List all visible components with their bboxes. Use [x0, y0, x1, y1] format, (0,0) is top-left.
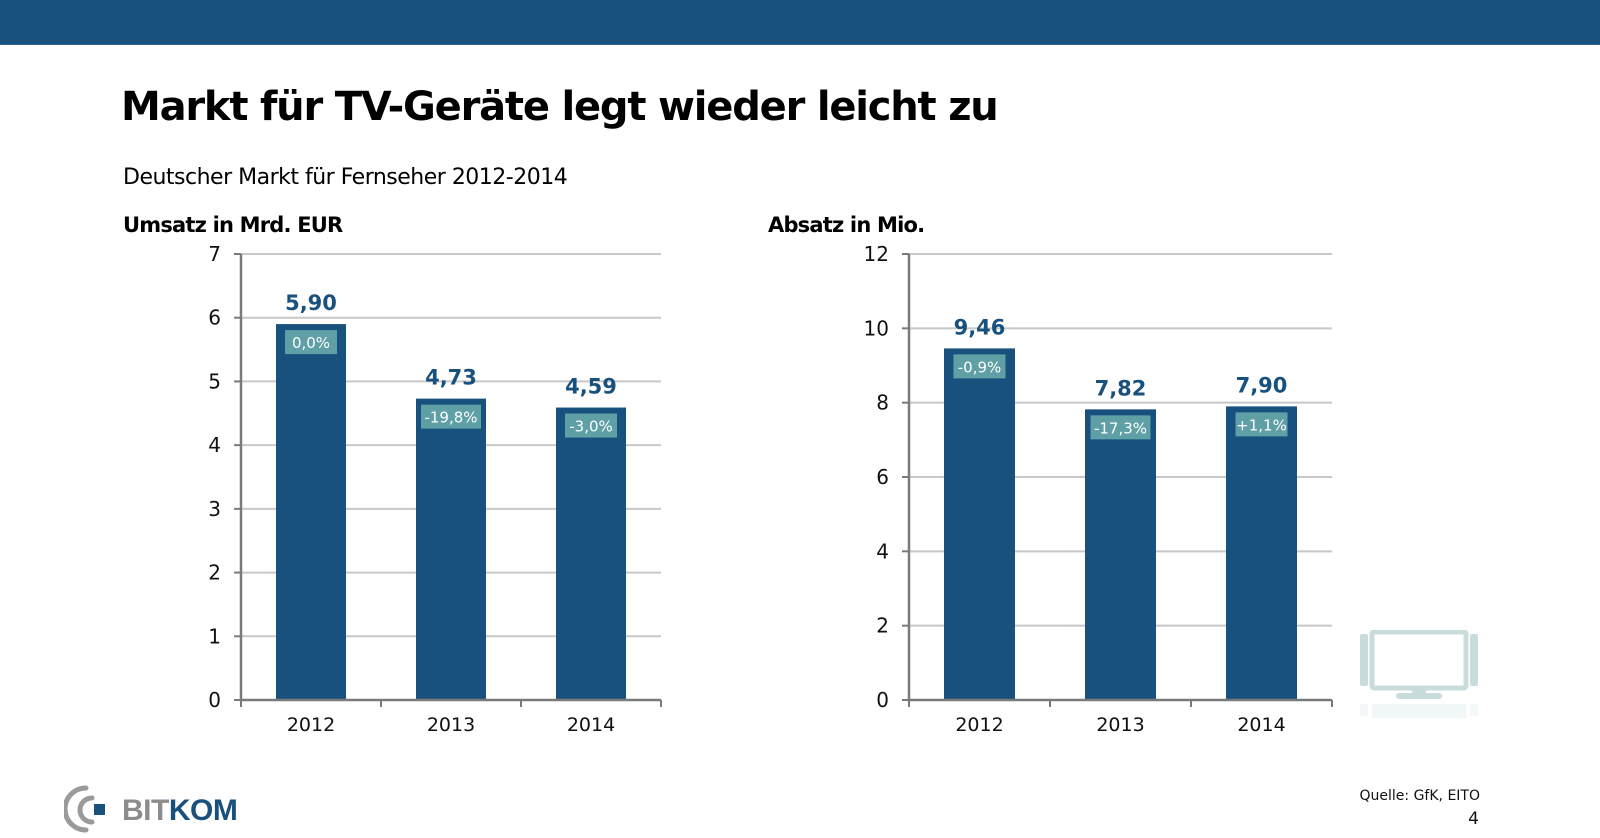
top-banner: [0, 0, 1600, 45]
y-tick-label: 0: [208, 688, 221, 712]
revenue-chart-title: Umsatz in Mrd. EUR: [123, 213, 343, 237]
change-badge: [565, 413, 617, 438]
y-tick-label: 6: [876, 465, 889, 489]
bar-2012: [276, 324, 346, 700]
y-tick-label: 4: [876, 539, 889, 563]
change-label: -0,9%: [958, 358, 1002, 376]
page-number: 4: [1468, 809, 1479, 829]
x-tick-label: 2013: [1096, 714, 1144, 736]
y-tick-label: 3: [208, 497, 221, 521]
data-label: 9,46: [954, 315, 1006, 339]
y-tick-label: 1: [208, 624, 221, 648]
data-label: 7,82: [1095, 376, 1147, 400]
y-tick-label: 2: [208, 561, 221, 585]
page-title: Markt für TV-Geräte legt wieder leicht z…: [121, 84, 999, 130]
y-tick-label: 6: [208, 306, 221, 330]
y-tick-label: 8: [876, 391, 889, 415]
units-chart-title: Absatz in Mio.: [768, 213, 925, 237]
y-tick-label: 7: [208, 242, 221, 266]
bar-2013: [416, 398, 486, 700]
data-label: 4,59: [565, 375, 617, 399]
y-tick-label: 10: [864, 316, 889, 340]
change-badge: [1235, 412, 1288, 437]
x-tick-label: 2013: [427, 714, 475, 736]
x-tick-label: 2014: [567, 714, 615, 736]
change-label: -3,0%: [569, 418, 613, 436]
data-label: 7,90: [1236, 373, 1288, 397]
y-tick-label: 4: [208, 433, 221, 457]
y-tick-label: 2: [876, 614, 889, 638]
tv-icon: [1358, 629, 1480, 730]
logo-text-bit: BIT: [122, 794, 169, 827]
change-label: -19,8%: [424, 409, 477, 427]
bar-2014: [1226, 406, 1297, 700]
page-subtitle: Deutscher Markt für Fernseher 2012-2014: [123, 165, 568, 190]
y-tick-label: 0: [876, 688, 889, 712]
change-badge: [285, 330, 337, 355]
change-badge: [1090, 415, 1151, 440]
x-tick-label: 2012: [955, 714, 1003, 736]
bar-2014: [556, 407, 626, 700]
bitkom-logo: BITKOM: [62, 784, 238, 838]
change-label: -17,3%: [1094, 419, 1147, 437]
change-label: 0,0%: [292, 334, 330, 352]
change-badge: [421, 404, 481, 429]
y-tick-label: 5: [208, 369, 221, 393]
bar-2012: [944, 348, 1015, 700]
bitkom-logo-icon: [62, 784, 116, 838]
x-tick-label: 2012: [287, 714, 335, 736]
change-label: +1,1%: [1236, 416, 1287, 434]
x-tick-label: 2014: [1237, 714, 1285, 736]
data-label: 4,73: [425, 366, 477, 390]
change-badge: [953, 354, 1006, 379]
bar-2013: [1085, 409, 1156, 700]
y-tick-label: 12: [864, 242, 889, 266]
source-note: Quelle: GfK, EITO: [1359, 788, 1480, 804]
data-label: 5,90: [285, 291, 337, 315]
logo-text-kom: KOM: [168, 794, 238, 827]
